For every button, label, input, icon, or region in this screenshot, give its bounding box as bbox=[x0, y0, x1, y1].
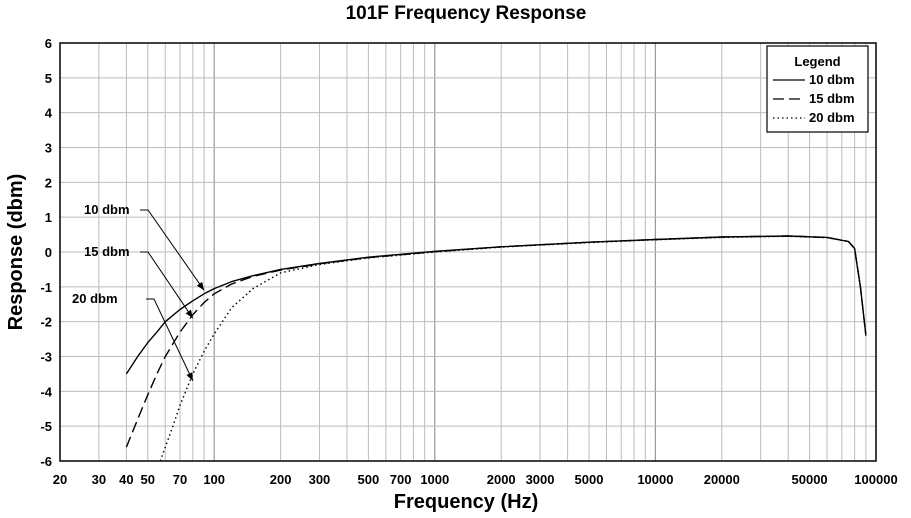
x-axis-ticks: 20 30 40 50 70 100 200 300 500 700 1000 2000 3000 500… bbox=[53, 472, 898, 487]
annotation-arrowhead bbox=[186, 372, 193, 381]
grid bbox=[59, 42, 876, 462]
x-tick-label: 50 bbox=[141, 472, 155, 487]
plot-area-border bbox=[59, 42, 877, 462]
x-tick-label: 10000 bbox=[637, 472, 673, 487]
y-tick-label: 3 bbox=[45, 141, 52, 156]
y-axis-ticks: -6 -5 -4 -3 -2 -1 0 1 2 3 4 5 6 bbox=[40, 36, 52, 469]
series-line-10-dbm bbox=[125, 235, 867, 375]
annotation-label: 20 dbm bbox=[72, 291, 118, 306]
x-tick-label: 300 bbox=[309, 472, 331, 487]
y-tick-label: -4 bbox=[40, 384, 52, 399]
series-lines bbox=[125, 235, 867, 462]
annotation-leader-line bbox=[140, 251, 194, 319]
y-tick-label: -6 bbox=[40, 454, 52, 469]
x-tick-label: 30 bbox=[92, 472, 106, 487]
x-tick-label: 2000 bbox=[487, 472, 516, 487]
annotation-leader-line bbox=[140, 209, 205, 291]
legend-box bbox=[766, 45, 869, 133]
legend-entry-label: 10 dbm bbox=[809, 72, 855, 87]
legend-entry-label: 15 dbm bbox=[809, 91, 855, 106]
x-axis-label: Frequency (Hz) bbox=[394, 491, 538, 513]
x-tick-label: 100000 bbox=[854, 472, 897, 487]
y-tick-label: -2 bbox=[40, 315, 52, 330]
legend-entry-label: 20 dbm bbox=[809, 110, 855, 125]
x-tick-label: 20000 bbox=[704, 472, 740, 487]
legend-title: Legend bbox=[794, 54, 840, 69]
y-tick-label: -5 bbox=[40, 419, 52, 434]
x-tick-label: 200 bbox=[270, 472, 292, 487]
x-tick-label: 700 bbox=[390, 472, 412, 487]
y-tick-label: 6 bbox=[45, 36, 52, 51]
x-tick-label: 40 bbox=[119, 472, 133, 487]
annotation-label: 10 dbm bbox=[84, 202, 130, 217]
legend: Legend 10 dbm 15 dbm 20 dbm bbox=[766, 45, 869, 133]
y-tick-label: 4 bbox=[45, 106, 53, 121]
x-tick-label: 3000 bbox=[526, 472, 555, 487]
annotations: 10 dbm 15 dbm 20 dbm bbox=[72, 202, 205, 382]
x-tick-label: 500 bbox=[358, 472, 380, 487]
x-tick-label: 20 bbox=[53, 472, 67, 487]
annotation-leader-line bbox=[146, 298, 194, 382]
x-tick-label: 70 bbox=[173, 472, 187, 487]
x-tick-label: 50000 bbox=[792, 472, 828, 487]
x-tick-label: 1000 bbox=[420, 472, 449, 487]
x-tick-label: 5000 bbox=[575, 472, 604, 487]
annotation-label: 15 dbm bbox=[84, 244, 130, 259]
annotation-arrowhead bbox=[185, 309, 193, 319]
y-tick-label: 5 bbox=[45, 71, 52, 86]
annotation-arrowhead bbox=[196, 281, 205, 291]
y-tick-label: -1 bbox=[40, 280, 52, 295]
y-tick-label: -3 bbox=[40, 350, 52, 365]
chart-title: 101F Frequency Response bbox=[346, 3, 587, 24]
y-tick-label: 0 bbox=[45, 245, 52, 260]
y-tick-label: 2 bbox=[45, 175, 52, 190]
y-axis-label: Response (dbm) bbox=[5, 174, 27, 331]
y-tick-label: 1 bbox=[45, 210, 52, 225]
series-line-15-dbm bbox=[125, 235, 867, 448]
x-tick-label: 100 bbox=[203, 472, 225, 487]
series-line-20-dbm bbox=[159, 235, 867, 462]
